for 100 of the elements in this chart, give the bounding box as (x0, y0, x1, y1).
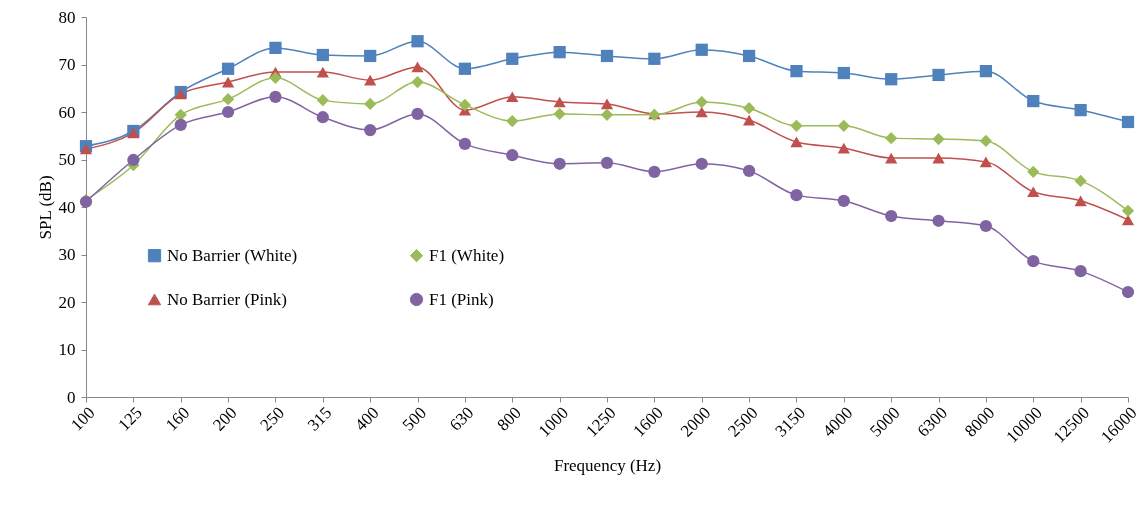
point (979, 219, 993, 233)
point (269, 90, 282, 103)
x-axis-title: Frequency (Hz) (553, 455, 662, 475)
point (1121, 204, 1135, 217)
legend-label: F1 (Pink) (429, 289, 494, 309)
point (1121, 115, 1135, 129)
point (1074, 174, 1087, 187)
point (411, 107, 424, 121)
x-tick-label: 630 (445, 403, 478, 435)
point (458, 62, 472, 75)
point (1027, 165, 1040, 178)
point (885, 152, 898, 164)
x-tick-label: 315 (303, 403, 336, 435)
point (695, 106, 708, 118)
point (695, 95, 708, 109)
point (648, 52, 661, 65)
point (553, 96, 566, 108)
point (269, 41, 282, 54)
point (1074, 103, 1087, 117)
point (364, 74, 377, 86)
y-tick-label: 50 (58, 150, 76, 169)
y-tick-label: 30 (58, 245, 76, 264)
point (506, 91, 519, 103)
y-tick-label: 80 (58, 7, 76, 27)
point (742, 114, 756, 126)
point (790, 119, 803, 132)
point (885, 132, 898, 145)
point (885, 73, 898, 86)
point (932, 152, 945, 164)
y-tick-label: 10 (58, 340, 76, 359)
point (221, 105, 235, 119)
point (269, 71, 282, 84)
point (411, 61, 424, 73)
point (837, 194, 850, 207)
x-tick-label: 125 (114, 403, 146, 435)
point (174, 118, 187, 131)
legend-label: No Barrier (Pink) (167, 289, 287, 309)
point (790, 136, 803, 148)
x-tick-label: 800 (493, 403, 525, 435)
point (979, 65, 993, 78)
point (506, 114, 519, 128)
point (742, 164, 756, 178)
point (600, 98, 614, 110)
point (458, 137, 472, 150)
point (695, 157, 708, 170)
point (979, 156, 993, 168)
y-tick-label: 20 (58, 292, 76, 312)
x-tick-label: 500 (398, 403, 431, 435)
point (553, 157, 566, 170)
x-tick-label: 400 (351, 403, 383, 435)
legend-label: F1 (White) (429, 245, 505, 265)
point (979, 134, 993, 148)
x-tick-label: 250 (256, 403, 288, 435)
point (316, 48, 329, 62)
point (1121, 285, 1135, 299)
point (127, 153, 140, 167)
point (600, 108, 614, 121)
point (790, 65, 803, 78)
point (411, 75, 424, 89)
point (932, 68, 945, 82)
point (364, 123, 377, 137)
point (316, 94, 329, 107)
y-tick-label: 60 (58, 102, 76, 122)
point (1121, 214, 1135, 226)
point (506, 52, 519, 65)
point (837, 66, 850, 80)
point (364, 97, 377, 111)
point (790, 189, 803, 202)
point (1027, 255, 1040, 268)
point (1074, 195, 1087, 207)
x-tick-label: 160 (161, 403, 194, 435)
point (221, 93, 235, 106)
point (932, 214, 945, 227)
point (1074, 265, 1087, 278)
point (932, 132, 945, 146)
y-tick-label: 70 (58, 55, 76, 74)
point (411, 35, 424, 48)
point (885, 209, 898, 223)
point (1027, 94, 1040, 108)
x-tick-label: 200 (209, 403, 241, 435)
point (1027, 186, 1040, 198)
point (600, 49, 614, 63)
point (316, 111, 329, 124)
point (221, 62, 235, 75)
point (316, 66, 329, 78)
point (742, 102, 756, 115)
point (221, 76, 235, 88)
point (458, 98, 472, 111)
point (600, 156, 614, 169)
point (742, 49, 756, 63)
point (837, 142, 850, 154)
point (364, 49, 377, 63)
y-axis-title: SPL (dB) (35, 175, 55, 240)
y-tick-label: 40 (58, 197, 76, 217)
point (648, 165, 661, 178)
point (553, 107, 566, 121)
legend-label: No Barrier (White) (167, 245, 298, 265)
point (506, 149, 519, 162)
point (553, 46, 566, 59)
point (695, 43, 708, 56)
